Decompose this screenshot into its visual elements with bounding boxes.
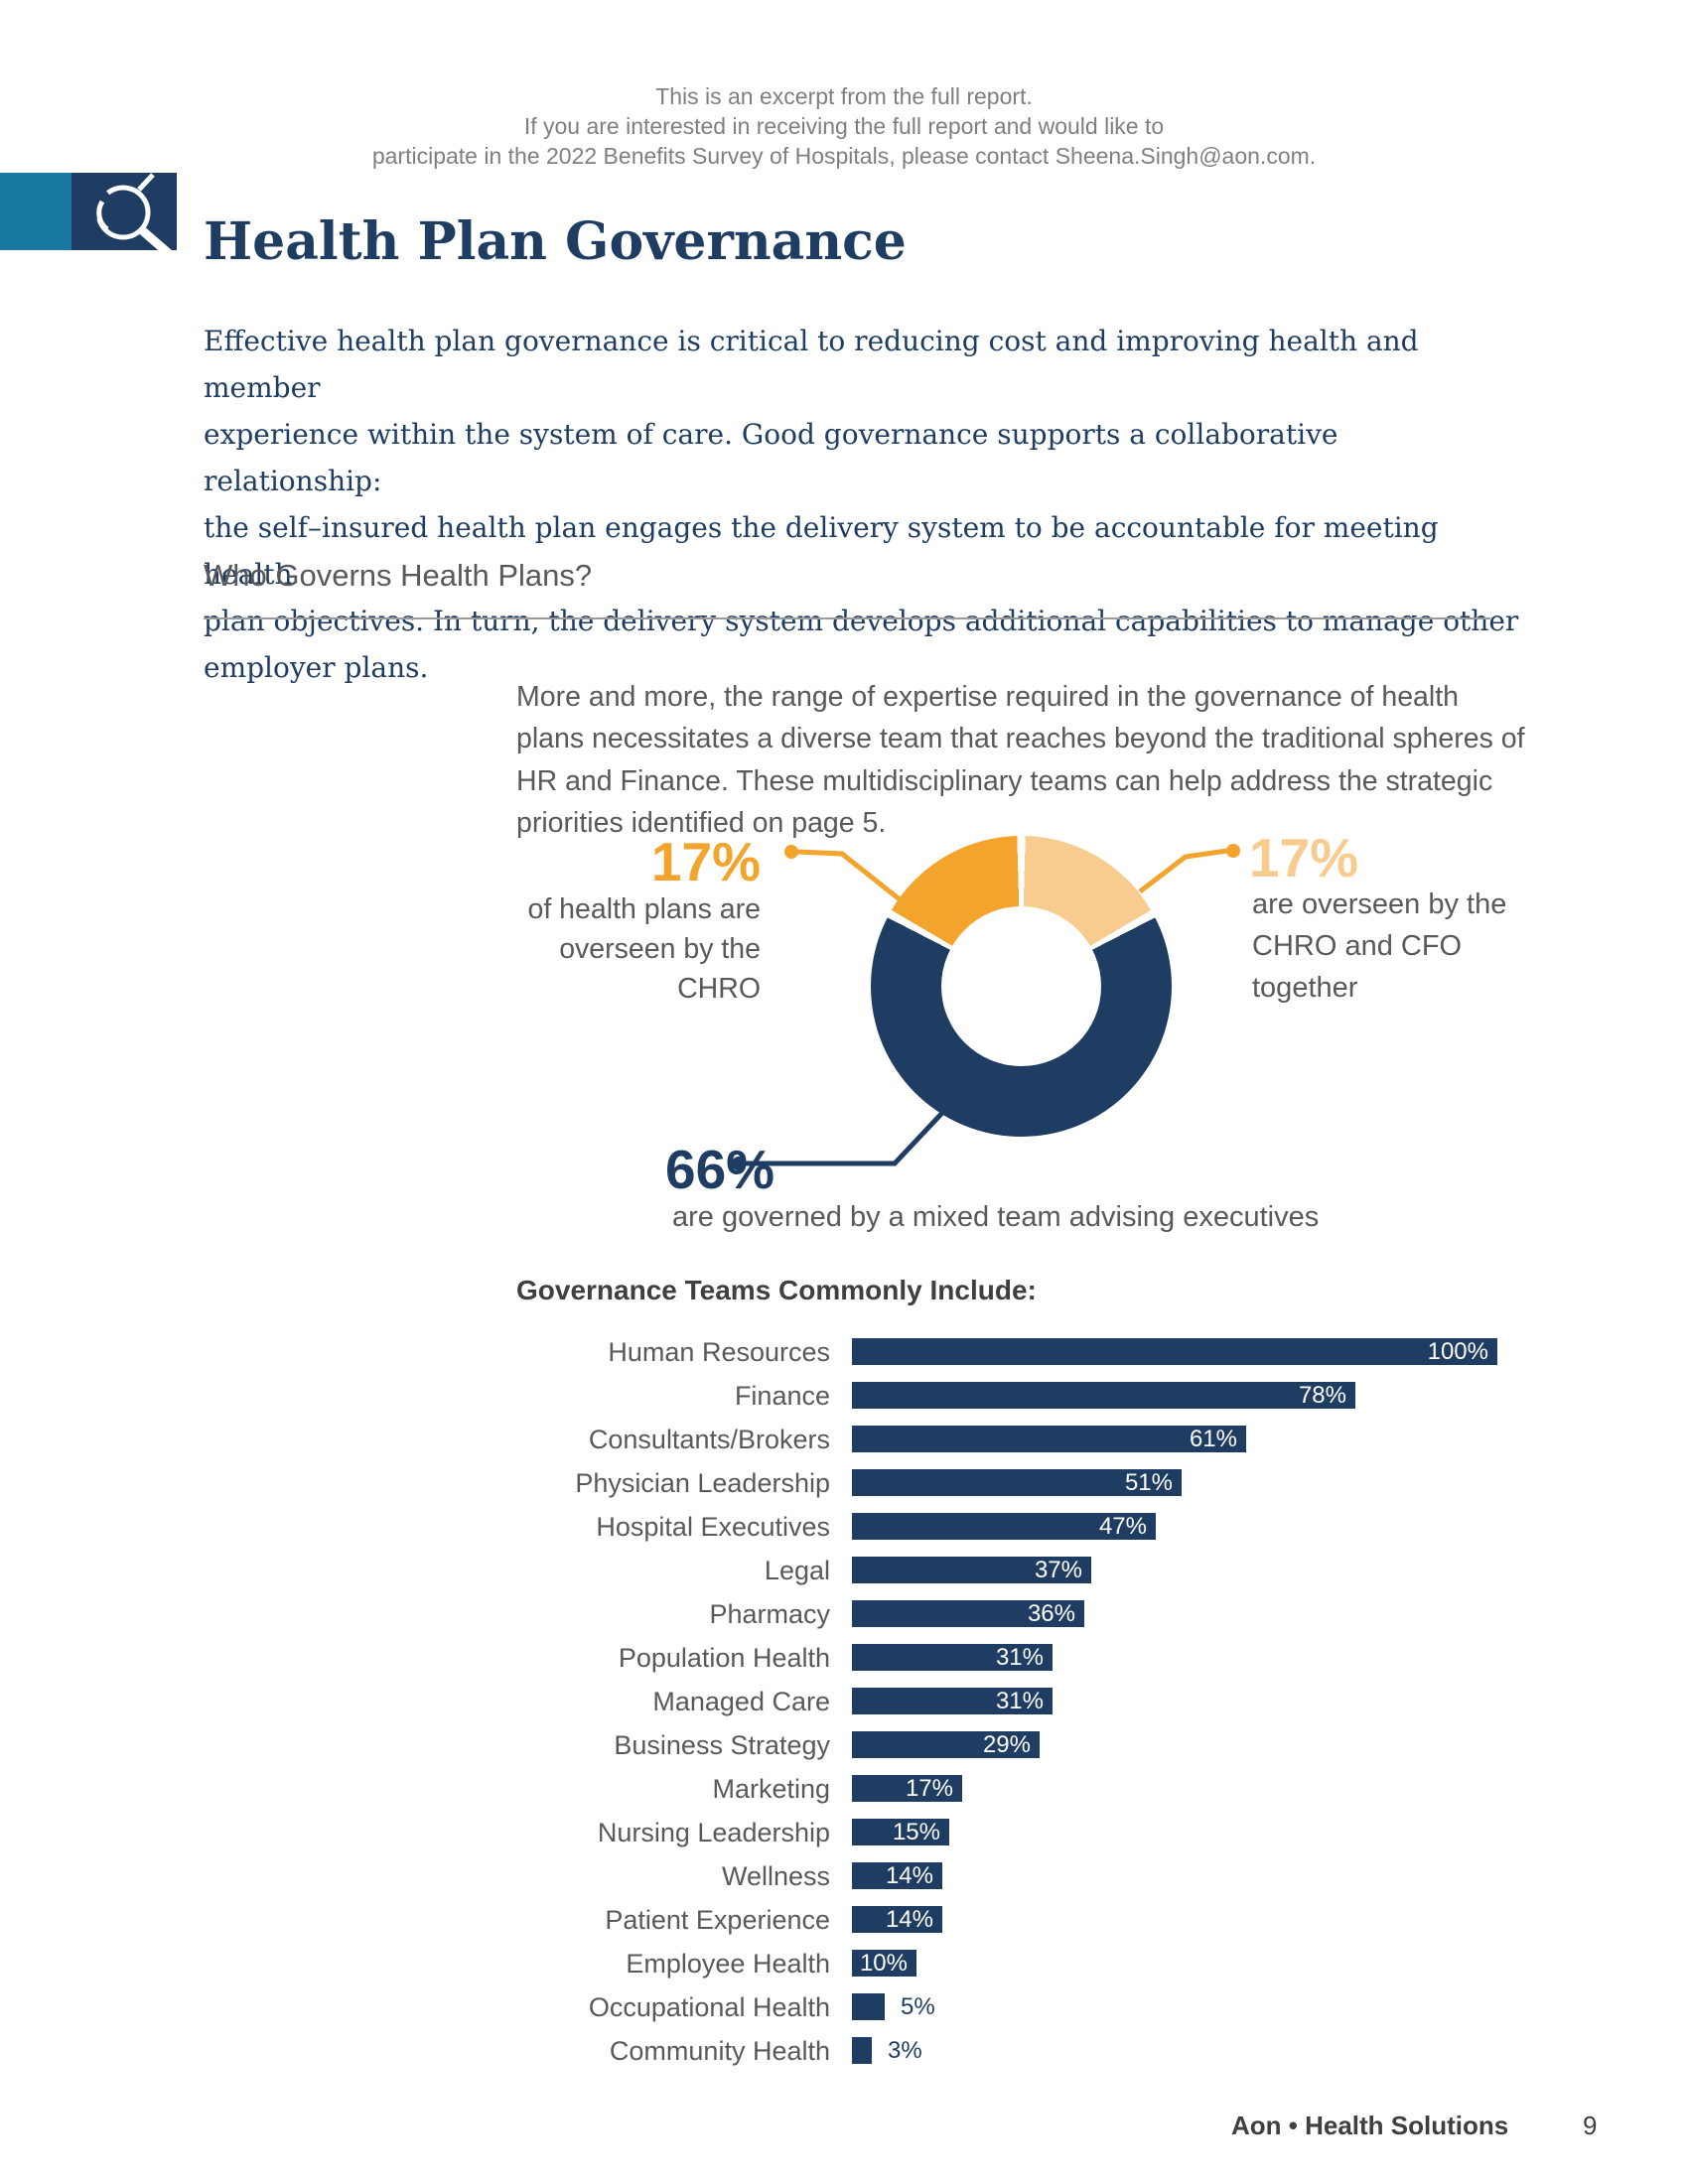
- bar-row-hospital-executives: Hospital Executives 47%: [0, 1512, 1688, 1542]
- bar-value: 14%: [885, 1862, 933, 1889]
- bar: 36%: [852, 1600, 1084, 1627]
- footer-brand: Aon • Health Solutions: [1231, 2111, 1509, 2140]
- bar-label: Legal: [764, 1556, 830, 1585]
- logo-teal-block: [0, 173, 71, 250]
- bar-row-finance: Finance 78%: [0, 1381, 1688, 1411]
- bar-label: Population Health: [618, 1643, 830, 1673]
- bar: 14%: [852, 1906, 942, 1933]
- bar-row-managed-care: Managed Care 31%: [0, 1687, 1688, 1716]
- donut-value-chro: 17%: [650, 831, 761, 892]
- bar-label: Community Health: [609, 2036, 830, 2066]
- bar-value: 78%: [1298, 1382, 1346, 1409]
- bar: 47%: [852, 1513, 1156, 1540]
- logo-navy-block: [71, 173, 177, 250]
- aon-logo: [0, 173, 177, 250]
- bar-label: Employee Health: [626, 1949, 830, 1979]
- donut-value-mixed-team: 66%: [665, 1139, 775, 1200]
- magnifier-icon: [95, 173, 172, 250]
- bar-value: 100%: [1427, 1338, 1488, 1365]
- bar: 14%: [852, 1862, 942, 1889]
- footer-page-number: 9: [1583, 2111, 1598, 2140]
- bar-value: 61%: [1189, 1426, 1237, 1452]
- section-heading: Who Governs Health Plans?: [204, 558, 1490, 619]
- bar: 17%: [852, 1775, 962, 1802]
- bar-value: 5%: [901, 1993, 935, 2020]
- bar-chart-heading: Governance Teams Commonly Include:: [516, 1275, 1037, 1305]
- bar-row-marketing: Marketing 17%: [0, 1774, 1688, 1804]
- bar: [852, 2037, 872, 2064]
- bar-label: Patient Experience: [605, 1905, 830, 1935]
- bar-label: Marketing: [712, 1774, 830, 1804]
- bar-value: 31%: [995, 1644, 1044, 1671]
- bar-label: Finance: [734, 1381, 830, 1411]
- bar-row-community-health: Community Health 3%: [0, 2036, 1688, 2066]
- bar-value: 29%: [982, 1731, 1031, 1758]
- bar: 51%: [852, 1469, 1182, 1496]
- excerpt-notice-line: If you are interested in receiving the f…: [523, 113, 1165, 139]
- bar-row-wellness: Wellness 14%: [0, 1861, 1688, 1891]
- bar: 37%: [852, 1557, 1091, 1583]
- donut-caption-mixed-team: are governed by a mixed team advising ex…: [672, 1201, 1320, 1233]
- bar-label: Managed Care: [652, 1687, 830, 1716]
- bar-row-legal: Legal 37%: [0, 1556, 1688, 1585]
- bar-row-population-health: Population Health 31%: [0, 1643, 1688, 1673]
- bar-label: Pharmacy: [709, 1599, 830, 1629]
- bar: 61%: [852, 1426, 1246, 1452]
- bar-row-human-resources: Human Resources 100%: [0, 1337, 1688, 1367]
- bar-row-physician-leadership: Physician Leadership 51%: [0, 1468, 1688, 1498]
- bar-value: 31%: [995, 1688, 1044, 1714]
- lead-paragraph: Effective health plan governance is crit…: [204, 325, 1519, 684]
- bar-label: Nursing Leadership: [597, 1818, 830, 1847]
- bar-value: 15%: [892, 1819, 940, 1845]
- bar-label: Consultants/Brokers: [588, 1425, 830, 1454]
- bar-row-patient-experience: Patient Experience 14%: [0, 1905, 1688, 1935]
- bar: 100%: [852, 1338, 1497, 1365]
- excerpt-notice: This is an excerpt from the full report.…: [0, 81, 1688, 171]
- bar-row-business-strategy: Business Strategy 29%: [0, 1730, 1688, 1760]
- bar: 29%: [852, 1731, 1040, 1758]
- bar-label: Wellness: [721, 1861, 830, 1891]
- donut-chart: [871, 836, 1172, 1137]
- bar-value: 17%: [905, 1775, 953, 1802]
- bar-row-occupational-health: Occupational Health 5%: [0, 1992, 1688, 2022]
- bar-label: Physician Leadership: [575, 1468, 830, 1498]
- bar-value: 14%: [885, 1906, 933, 1933]
- bar-label: Business Strategy: [614, 1730, 830, 1760]
- bar-value: 37%: [1034, 1557, 1082, 1583]
- bar-label: Hospital Executives: [596, 1512, 830, 1542]
- bar-value: 51%: [1124, 1469, 1173, 1496]
- bar-label: Human Resources: [608, 1337, 830, 1367]
- bar: 31%: [852, 1644, 1053, 1671]
- donut-caption-chro-cfo: are overseen by the CHRO and CFO togethe…: [1252, 888, 1507, 1004]
- section-intro-paragraph: More and more, the range of expertise re…: [516, 680, 1525, 840]
- bar-row-pharmacy: Pharmacy 36%: [0, 1599, 1688, 1629]
- bar: 31%: [852, 1688, 1053, 1714]
- bar: 10%: [852, 1950, 916, 1977]
- bar-row-nursing-leadership: Nursing Leadership 15%: [0, 1818, 1688, 1847]
- bar-row-consultants-brokers: Consultants/Brokers 61%: [0, 1425, 1688, 1454]
- excerpt-notice-line: This is an excerpt from the full report.: [655, 83, 1033, 109]
- donut-value-chro-cfo: 17%: [1249, 827, 1359, 888]
- excerpt-notice-line: participate in the 2022 Benefits Survey …: [371, 143, 1317, 169]
- bar: 78%: [852, 1382, 1355, 1409]
- bar-value: 10%: [859, 1950, 908, 1977]
- bar: 15%: [852, 1819, 949, 1845]
- bar-row-employee-health: Employee Health 10%: [0, 1949, 1688, 1979]
- bar-value: 36%: [1027, 1600, 1075, 1627]
- bar: [852, 1993, 885, 2020]
- donut-caption-chro: of health plans are overseen by the CHRO: [527, 893, 762, 1005]
- bar-label: Occupational Health: [588, 1992, 830, 2022]
- bar-value: 3%: [888, 2037, 922, 2064]
- page-title: Health Plan Governance: [204, 210, 907, 272]
- bar-value: 47%: [1098, 1513, 1147, 1540]
